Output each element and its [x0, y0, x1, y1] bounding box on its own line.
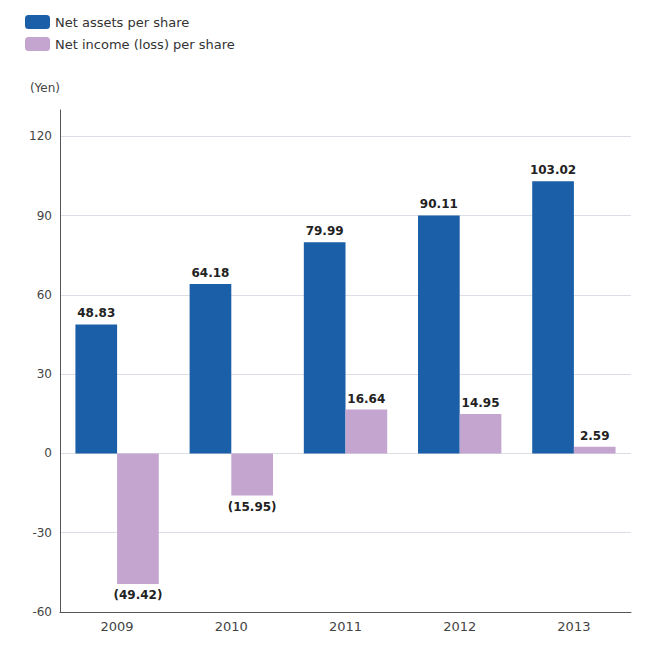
svg-text:-30: -30 [32, 526, 52, 540]
svg-text:90: 90 [37, 209, 52, 223]
svg-text:2011: 2011 [329, 619, 362, 634]
svg-text:Net income (loss) per share: Net income (loss) per share [55, 37, 235, 52]
svg-text:(49.42): (49.42) [113, 588, 162, 602]
svg-text:2012: 2012 [443, 619, 476, 634]
svg-text:48.83: 48.83 [77, 306, 115, 320]
svg-text:(Yen): (Yen) [30, 81, 60, 95]
svg-text:2.59: 2.59 [580, 429, 610, 443]
svg-text:103.02: 103.02 [530, 163, 576, 177]
svg-text:(15.95): (15.95) [228, 500, 277, 514]
svg-text:0: 0 [44, 446, 52, 460]
svg-text:64.18: 64.18 [191, 266, 229, 280]
svg-text:2013: 2013 [557, 619, 590, 634]
svg-text:79.99: 79.99 [306, 224, 344, 238]
svg-text:90.11: 90.11 [420, 197, 458, 211]
svg-text:16.64: 16.64 [347, 392, 385, 406]
svg-text:30: 30 [37, 367, 52, 381]
svg-text:-60: -60 [32, 605, 52, 619]
svg-text:2009: 2009 [101, 619, 134, 634]
svg-text:Net assets per share: Net assets per share [55, 15, 189, 30]
svg-text:14.95: 14.95 [462, 396, 500, 410]
svg-text:120: 120 [29, 129, 52, 143]
svg-text:2010: 2010 [215, 619, 248, 634]
svg-text:60: 60 [37, 288, 52, 302]
